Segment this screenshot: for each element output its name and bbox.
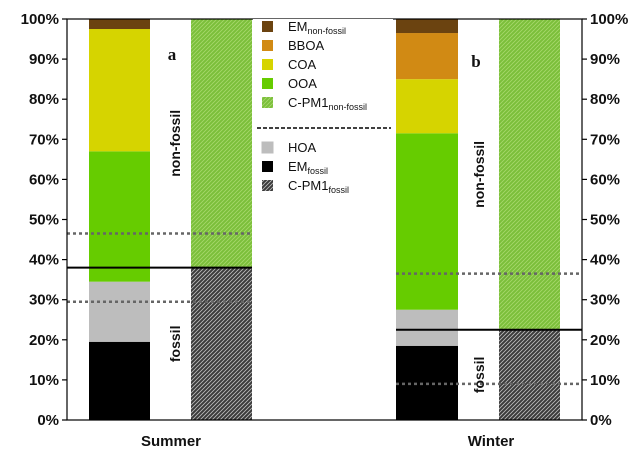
- y-tick-label-right-2: 20%: [590, 332, 620, 349]
- legend-label-bboa: BBOA: [288, 38, 324, 53]
- y-tick-label-right-0: 0%: [590, 412, 612, 429]
- category-label-winter: Winter: [468, 433, 515, 450]
- y-tick-label-left-4: 40%: [29, 252, 59, 269]
- bar-segment-winter-coa: [396, 79, 458, 134]
- y-tick-label-left-10: 100%: [21, 11, 59, 28]
- non-fossil-label-summer: non-fossil: [167, 110, 183, 177]
- legend-label-emnon-fossil: EMnon-fossil: [288, 19, 346, 36]
- legend-swatch-ooa: [262, 78, 273, 89]
- y-tick-label-right-10: 100%: [590, 11, 628, 28]
- y-tick-label-right-3: 30%: [590, 292, 620, 309]
- y-tick-label-right-8: 80%: [590, 91, 620, 108]
- y-tick-label-right-9: 90%: [590, 51, 620, 68]
- fossil-label-winter: fossil: [471, 357, 487, 394]
- y-tick-label-left-1: 10%: [29, 372, 59, 389]
- y-tick-label-left-9: 90%: [29, 51, 59, 68]
- legend-swatch-hoa: [261, 141, 274, 154]
- bar-segment-winter-c-pm1fossil: [499, 329, 560, 420]
- fossil-label-summer: fossil: [167, 326, 183, 363]
- bar-segment-winter-ooa: [396, 133, 458, 310]
- legend-label-ooa: OOA: [288, 76, 317, 91]
- bar-segment-summer-hoa: [89, 281, 150, 342]
- y-tick-label-left-0: 0%: [37, 412, 59, 429]
- y-tick-label-left-7: 70%: [29, 131, 59, 148]
- legend-swatch-emnon-fossil: [262, 21, 273, 32]
- category-label-summer: Summer: [141, 433, 201, 450]
- panel-label-a: a: [168, 45, 177, 64]
- non-fossil-label-winter: non-fossil: [471, 141, 487, 208]
- panel-label-b: b: [471, 52, 480, 71]
- bar-segment-summer-c-pm1non-fossil: [191, 19, 252, 268]
- legend-box: [253, 19, 393, 199]
- y-tick-label-left-5: 50%: [29, 212, 59, 229]
- legend-swatch-coa: [262, 59, 273, 70]
- bar-segment-winter-emnon-fossil: [396, 19, 458, 34]
- y-tick-label-right-1: 10%: [590, 372, 620, 389]
- bar-segment-summer-emnon-fossil: [89, 19, 150, 30]
- y-tick-label-right-7: 70%: [590, 131, 620, 148]
- y-tick-label-right-6: 60%: [590, 171, 620, 188]
- bar-segment-winter-c-pm1non-fossil: [499, 19, 560, 330]
- legend-swatch-bboa: [262, 40, 273, 51]
- bar-segment-summer-coa: [89, 29, 150, 152]
- legend-label-emfossil: EMfossil: [288, 159, 328, 176]
- bar-segment-winter-bboa: [396, 33, 458, 80]
- legend-swatch-c-pm1fossil: [262, 180, 273, 191]
- bar-segment-summer-ooa: [89, 151, 150, 282]
- bar-segment-winter-hoa: [396, 309, 458, 346]
- legend-label-hoa: HOA: [288, 140, 317, 155]
- y-tick-label-left-8: 80%: [29, 91, 59, 108]
- legend: EMnon-fossil BBOA COA OOA C-PM1non-fossil HOA…: [253, 19, 393, 199]
- bar-segment-summer-c-pm1fossil: [191, 267, 252, 420]
- legend-label-coa: COA: [288, 57, 317, 72]
- y-tick-label-right-4: 40%: [590, 252, 620, 269]
- legend-swatch-c-pm1non-fossil: [262, 97, 273, 108]
- bar-segment-summer-emfossil: [89, 341, 150, 420]
- legend-label-c-pm1non-fossil: C-PM1non-fossil: [288, 95, 367, 112]
- y-tick-label-left-3: 30%: [29, 292, 59, 309]
- y-tick-label-left-6: 60%: [29, 171, 59, 188]
- y-tick-label-left-2: 20%: [29, 332, 59, 349]
- legend-swatch-emfossil: [262, 161, 273, 172]
- y-tick-label-right-5: 50%: [590, 212, 620, 229]
- legend-label-c-pm1fossil: C-PM1fossil: [288, 178, 349, 195]
